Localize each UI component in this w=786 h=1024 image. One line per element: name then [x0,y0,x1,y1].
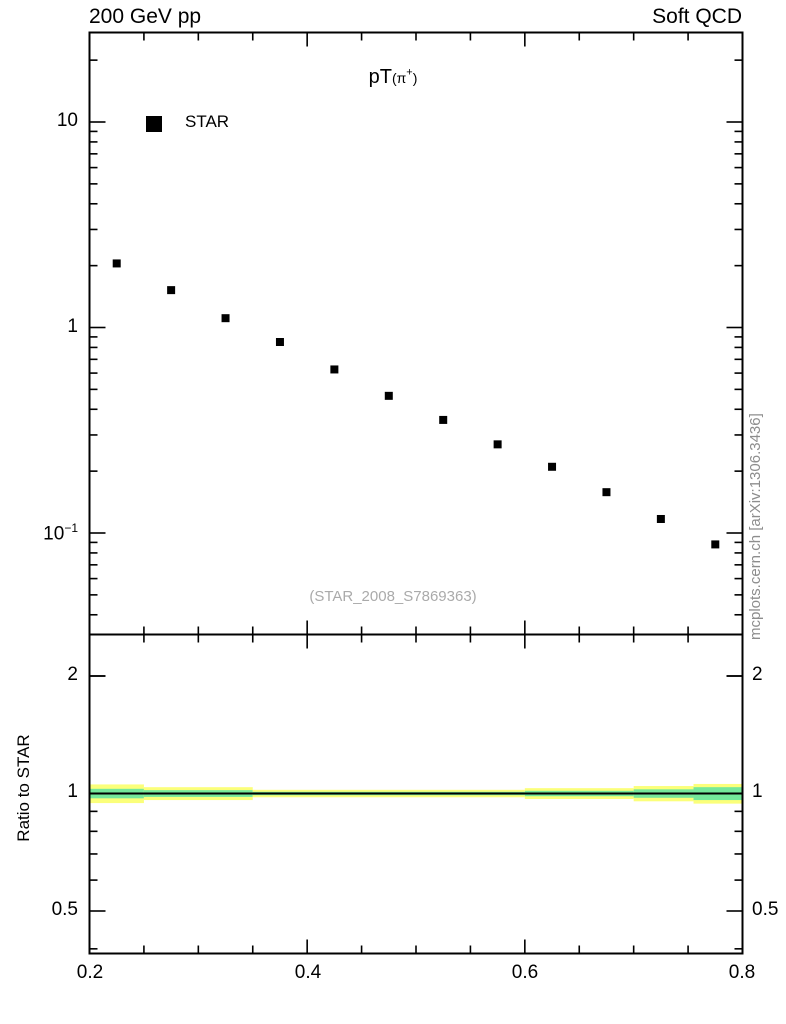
main-ytick-label-10: 10 [56,110,78,131]
ratio-ytick-label-0p5-right: 0.5 [752,899,779,920]
xtick-label-0p4: 0.4 [294,962,322,983]
ratio-ytick-label-1-left: 1 [67,781,78,802]
data-point-marker [384,391,393,400]
main-plot-title: pT(π+) [0,66,786,89]
title-paren-close: ) [412,70,418,86]
data-point-marker [221,314,230,323]
ratio-ytick-label-2-left: 2 [67,664,78,685]
xtick-label-0p6: 0.6 [511,962,539,983]
header-right-label: Soft QCD [652,5,742,28]
main-panel-frame [88,31,744,636]
data-point-marker [493,440,502,449]
title-charge-superscript: + [406,66,413,79]
ratio-ytick-label-0p5-left: 0.5 [51,899,78,920]
legend-entry-star-label: STAR [185,112,230,131]
data-point-marker [439,415,448,424]
xtick-label-0p2: 0.2 [76,962,104,983]
ratio-panel-frame [88,633,744,955]
data-point-marker [711,540,720,549]
data-point-marker [112,259,121,268]
title-base: pT [368,66,392,88]
title-paren-open: (π [391,70,407,86]
data-point-marker [656,514,665,523]
main-panel-ticks [88,32,744,635]
main-ytick-label-1: 1 [67,316,78,337]
ratio-ytick-label-1-right: 1 [752,781,763,802]
xtick-label-0p8: 0.8 [728,962,756,983]
data-point-marker [330,365,339,374]
star-data-points [112,259,720,549]
ratio-ytick-label-2-right: 2 [752,664,763,685]
data-point-marker [167,286,176,295]
data-point-marker [275,338,284,347]
main-ytick-label-0p1: 10−1 [43,521,78,545]
data-point-marker [602,488,611,497]
header-left-label: 200 GeV pp [89,5,202,28]
legend-marker-square [146,116,162,132]
data-point-marker [548,462,557,471]
analysis-watermark: (STAR_2008_S7869363) [309,588,477,605]
